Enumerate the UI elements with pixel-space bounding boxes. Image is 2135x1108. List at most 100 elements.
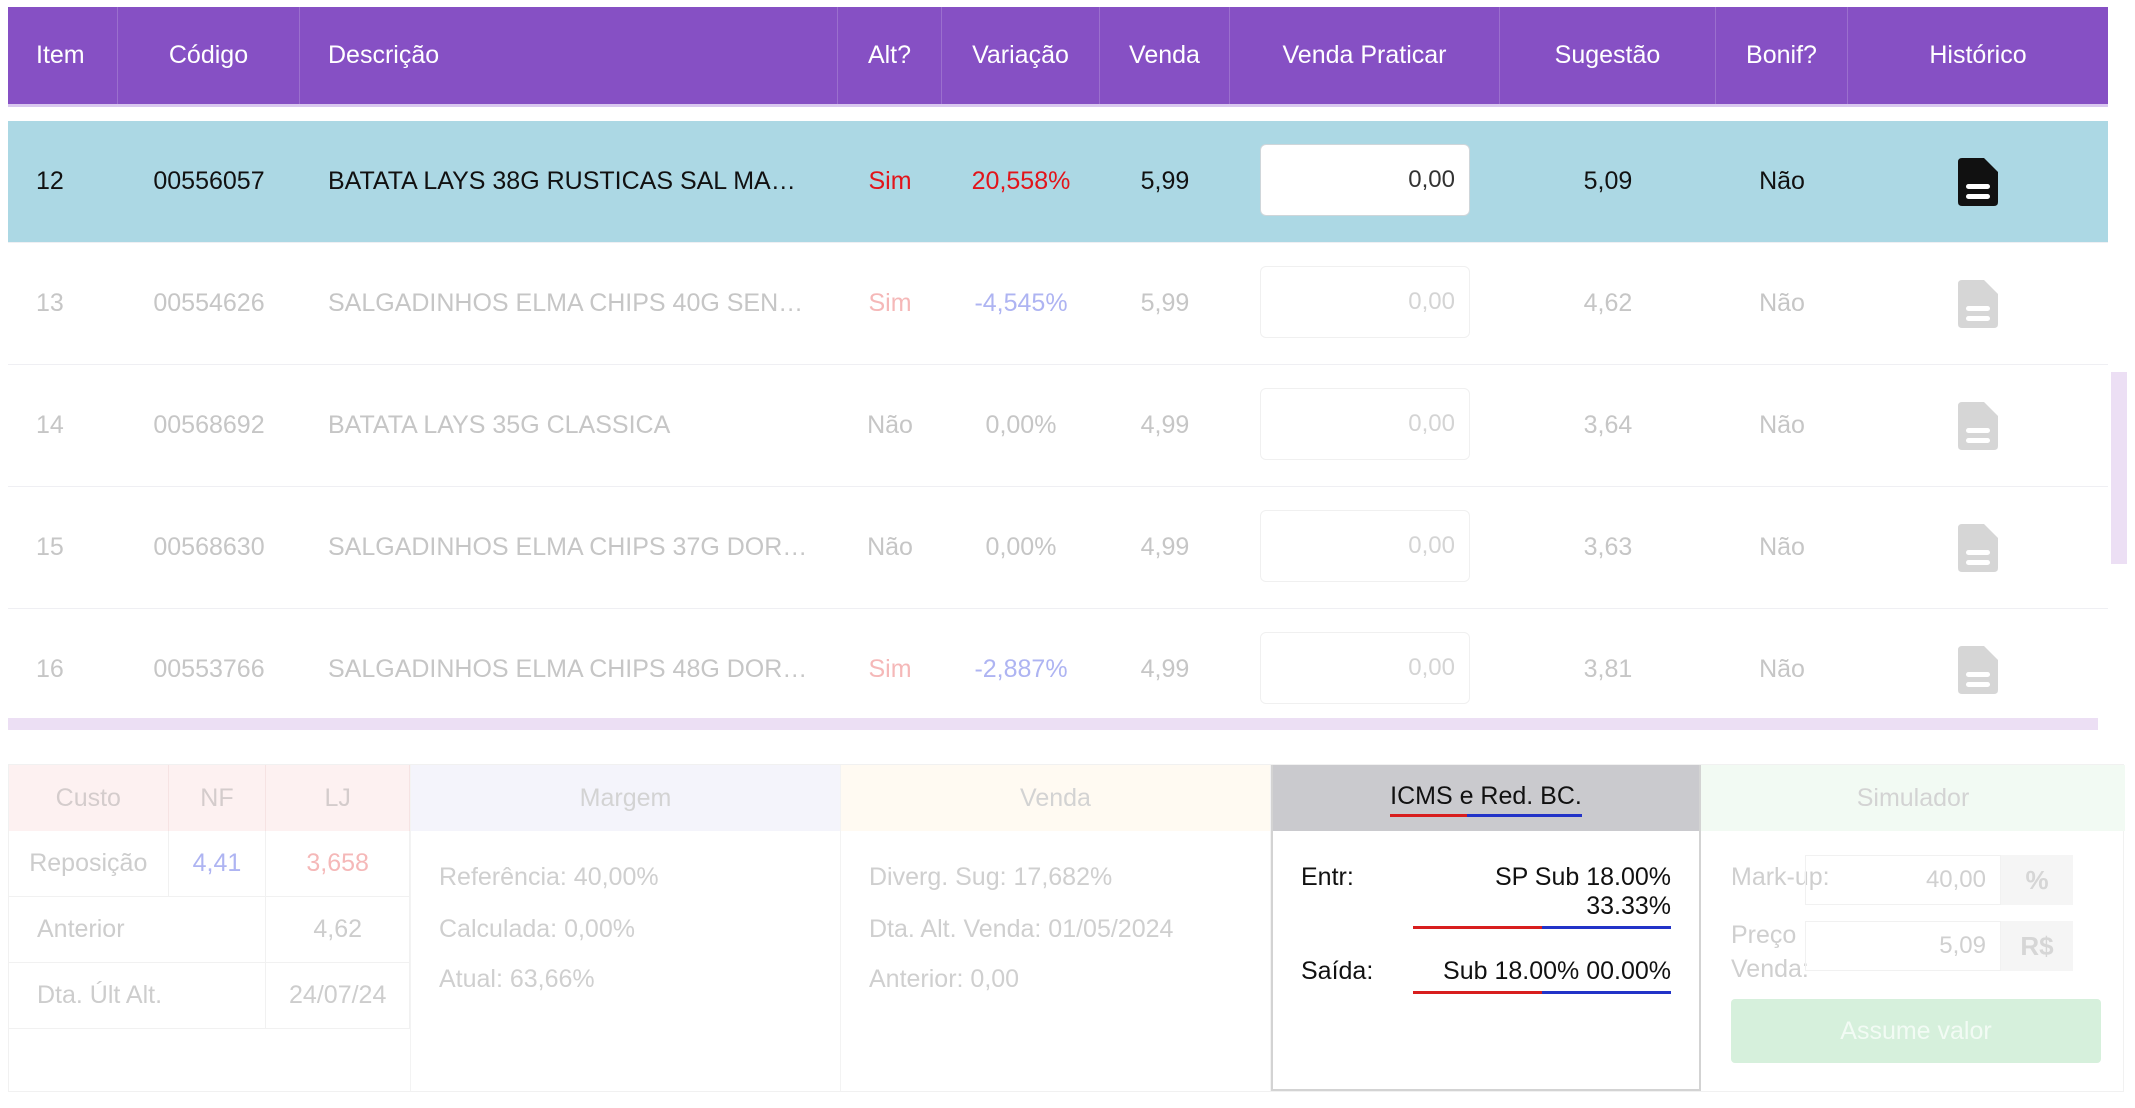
col-item[interactable]: Item: [8, 7, 118, 104]
col-alt[interactable]: Alt?: [838, 7, 942, 104]
venda-title: Venda: [841, 765, 1270, 831]
cell-venda-praticar: [1230, 121, 1500, 242]
custo-block: Custo NF LJ Reposição 4,41 3,658 Anterio…: [9, 765, 411, 1091]
cell-venda: 5,99: [1140, 167, 1190, 195]
cell-descricao: SALGADINHOS ELMA CHIPS 48G DORITOS: [300, 609, 838, 730]
cell-sugestao: 3,63: [1583, 533, 1633, 561]
col-venda[interactable]: Venda: [1100, 7, 1230, 104]
cell-codigo: 00568692: [153, 411, 265, 439]
cell-alt: Sim: [868, 289, 912, 317]
vertical-scrollbar[interactable]: [2111, 372, 2127, 564]
descricao-text: SALGADINHOS ELMA CHIPS 40G SENSACOES: [328, 289, 808, 317]
icms-header[interactable]: ICMS e Red. BC.: [1273, 765, 1699, 831]
venda-praticar-input[interactable]: [1260, 143, 1470, 216]
venda-praticar-input[interactable]: [1260, 387, 1470, 460]
cell-historico: [1848, 487, 2108, 608]
custo-header: Custo NF LJ: [9, 765, 410, 831]
cell-sugestao: 3,81: [1583, 655, 1633, 683]
cell-sugestao: 4,62: [1583, 289, 1633, 317]
markup-input[interactable]: 40,00: [1805, 855, 2001, 905]
cell-sugestao: 5,09: [1583, 167, 1633, 195]
dta-row: Dta. Últ Alt. 24/07/24: [9, 963, 410, 1029]
reposicao-label: Reposição: [9, 831, 169, 896]
cell-venda: 4,99: [1140, 533, 1190, 561]
custo-lj-header: LJ: [266, 765, 410, 831]
icms-entr-value: SP Sub 18.00% 33.33%: [1413, 863, 1671, 929]
reposicao-nf: 4,41: [169, 831, 267, 896]
custo-title: Custo: [9, 765, 169, 831]
margem-calculada: Calculada: 0,00%: [439, 915, 635, 943]
col-bonif[interactable]: Bonif?: [1716, 7, 1848, 104]
cell-venda-praticar: [1230, 365, 1500, 486]
cell-item: 14: [36, 411, 64, 439]
cell-venda: 5,99: [1140, 289, 1190, 317]
details-panel: Custo NF LJ Reposição 4,41 3,658 Anterio…: [8, 764, 2125, 1092]
preco-venda-input[interactable]: 5,09: [1805, 921, 2001, 971]
preco-label-1: Preço: [1731, 921, 1797, 949]
table-row[interactable]: 13 00554626 SALGADINHOS ELMA CHIPS 40G S…: [8, 243, 2108, 365]
cell-item: 13: [36, 289, 64, 317]
descricao-text: SALGADINHOS ELMA CHIPS 48G DORITOS: [328, 655, 808, 683]
cell-descricao: SALGADINHOS ELMA CHIPS 37G DORITOS: [300, 487, 838, 608]
cell-variacao: -2,887%: [974, 655, 1068, 683]
col-variacao[interactable]: Variação: [942, 7, 1100, 104]
document-icon[interactable]: [1958, 401, 1998, 450]
icms-entr-label: Entr:: [1301, 863, 1354, 891]
icms-saida-label: Saída:: [1301, 957, 1374, 985]
cell-codigo: 00554626: [153, 289, 265, 317]
custo-nf-header: NF: [169, 765, 267, 831]
icms-block: ICMS e Red. BC. Entr: SP Sub 18.00% 33.3…: [1271, 765, 1701, 1091]
document-icon[interactable]: [1958, 645, 1998, 694]
cell-bonif: Não: [1759, 289, 1805, 317]
col-sugestao[interactable]: Sugestão: [1500, 7, 1716, 104]
dta-value: 24/07/24: [266, 963, 410, 1028]
margem-referencia: Referência: 40,00%: [439, 863, 659, 891]
cell-venda: 4,99: [1140, 411, 1190, 439]
cell-bonif: Não: [1759, 411, 1805, 439]
document-icon[interactable]: [1958, 279, 1998, 328]
cell-codigo: 00556057: [153, 167, 265, 195]
reposicao-row: Reposição 4,41 3,658: [9, 831, 410, 897]
col-venda-praticar[interactable]: Venda Praticar: [1230, 7, 1500, 104]
venda-anterior: Anterior: 0,00: [869, 965, 1020, 993]
horizontal-scrollbar[interactable]: [8, 718, 2098, 730]
cell-alt: Sim: [868, 167, 912, 195]
cell-item: 15: [36, 533, 64, 561]
venda-praticar-input[interactable]: [1260, 265, 1470, 338]
cell-item: 16: [36, 655, 64, 683]
table-header: Item Código Descrição Alt? Variação Vend…: [8, 7, 2108, 107]
col-descricao[interactable]: Descrição: [300, 7, 838, 104]
cell-variacao: 0,00%: [985, 533, 1057, 561]
table-row[interactable]: 12 00556057 BATATA LAYS 38G RUSTICAS SAL…: [8, 121, 2108, 243]
cell-historico: [1848, 609, 2108, 730]
venda-praticar-input[interactable]: [1260, 509, 1470, 582]
table-row[interactable]: 14 00568692 BATATA LAYS 35G CLASSICA Não…: [8, 365, 2108, 487]
col-historico[interactable]: Histórico: [1929, 41, 2027, 69]
cell-historico: [1848, 365, 2108, 486]
margem-title: Margem: [411, 765, 840, 831]
simulador-title: Simulador: [1701, 765, 2125, 831]
table-row[interactable]: 15 00568630 SALGADINHOS ELMA CHIPS 37G D…: [8, 487, 2108, 609]
cell-bonif: Não: [1759, 167, 1805, 195]
cell-bonif: Não: [1759, 533, 1805, 561]
anterior-row: Anterior 4,62: [9, 897, 410, 963]
preco-label-2: Venda:: [1731, 955, 1809, 983]
simulador-block: Simulador Mark-up: 40,00 % Preço Venda: …: [1701, 765, 2125, 1091]
assume-valor-button[interactable]: Assume valor: [1731, 999, 2101, 1063]
cell-venda-praticar: [1230, 487, 1500, 608]
document-icon[interactable]: [1958, 157, 1998, 206]
dta-label: Dta. Últ Alt.: [9, 963, 267, 1028]
cell-bonif: Não: [1759, 655, 1805, 683]
margem-block: Margem Referência: 40,00% Calculada: 0,0…: [411, 765, 841, 1091]
anterior-label: Anterior: [9, 897, 267, 962]
venda-block: Venda Diverg. Sug: 17,682% Dta. Alt. Ven…: [841, 765, 1271, 1091]
cell-codigo: 00568630: [153, 533, 265, 561]
venda-praticar-input[interactable]: [1260, 631, 1470, 704]
table-body: 12 00556057 BATATA LAYS 38G RUSTICAS SAL…: [8, 121, 2108, 730]
cell-historico: [1848, 243, 2108, 364]
reposicao-lj: 3,658: [266, 831, 410, 896]
document-icon[interactable]: [1958, 523, 1998, 572]
table-row[interactable]: 16 00553766 SALGADINHOS ELMA CHIPS 48G D…: [8, 609, 2108, 730]
col-codigo[interactable]: Código: [118, 7, 300, 104]
venda-dta-alt: Dta. Alt. Venda: 01/05/2024: [869, 915, 1174, 943]
